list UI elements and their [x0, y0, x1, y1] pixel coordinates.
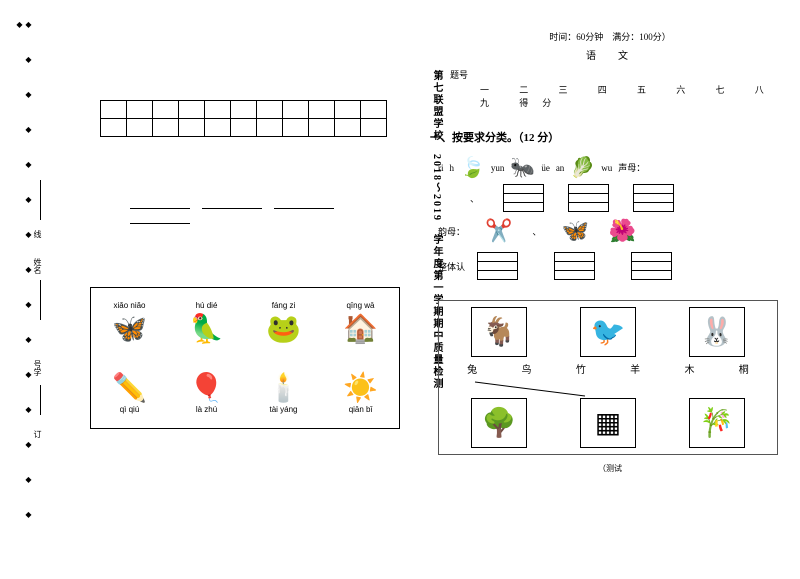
match-line — [445, 380, 771, 398]
leaf-icon: 🍃 — [460, 155, 485, 180]
yunmu-label: 韵母： — [438, 225, 465, 238]
match-char: 竹 — [554, 361, 608, 376]
pinyin-label: fánɡ zi — [272, 301, 296, 310]
zhengti-label: 整体认 — [438, 260, 465, 273]
section-1-heading: 一、按要求分类。（12 分） — [430, 129, 790, 145]
pinyin-write-box[interactable] — [503, 184, 544, 212]
pinyin-label: qiān bǐ — [349, 405, 373, 414]
pic-cell: ✏️ qì qiú — [91, 358, 168, 428]
pinyin-item: an — [556, 163, 565, 173]
score-grid — [100, 100, 387, 137]
pinyin-label: là zhú — [196, 405, 217, 414]
margin-label-line: 线 — [32, 230, 43, 238]
pinyin-item: h — [450, 163, 455, 173]
match-char: 鸟 — [499, 361, 553, 376]
pinyin-write-box[interactable] — [477, 252, 518, 280]
pic-cell: qīnɡ wā 🏠 — [322, 288, 399, 358]
dotted-fold-line: ◆ ◆ ◆ ◆ ◆ ◆ ◆ ◆ ◆ ◆ ◆ ◆ ◆ ◆ ◆ ◆ — [15, 20, 33, 559]
pinyin-label: hú dié — [196, 301, 218, 310]
margin-label-num: 号学 — [32, 360, 43, 376]
answer-blank-lines — [130, 197, 410, 227]
pic-cell: ☀️ qiān bǐ — [322, 358, 399, 428]
bird-icon: 🦜 — [189, 312, 224, 346]
candle-icon: 🕯️ — [266, 371, 301, 405]
goat-icon: 🐐 — [471, 307, 527, 357]
pinyin-item: yun — [491, 163, 505, 173]
pencil-icon: ✏️ — [112, 371, 147, 405]
butterfly-icon: 🦋 — [112, 312, 147, 346]
pinyin-item: üe — [541, 163, 550, 173]
rabbit-icon: 🐰 — [689, 307, 745, 357]
pinyin-item: wu — [601, 163, 612, 173]
yunmu-row: 韵母： ✂️ 、 🦋 🌺 — [438, 218, 790, 244]
net-icon: ▦ — [580, 398, 636, 448]
sun-icon: ☀️ — [343, 371, 378, 405]
match-top-row: 🐐 🐦 🐰 — [445, 307, 771, 357]
pinyin-label: qīnɡ wā — [346, 301, 374, 310]
balloon-icon: 🎈 — [189, 371, 224, 405]
cabbage-icon: 🥬 — [570, 155, 595, 180]
pic-cell: hú dié 🦜 — [168, 288, 245, 358]
pic-cell: xiǎo niǎo 🦋 — [91, 288, 168, 358]
question-numbers: 一 二 三 四 五 六 七 八 九 得分 — [480, 83, 790, 109]
margin-line — [40, 280, 41, 320]
bamboo-icon: 🎋 — [689, 398, 745, 448]
pinyin-picture-grid: xiǎo niǎo 🦋 hú dié 🦜 fánɡ zi 🐸 qīnɡ wā 🏠 — [90, 287, 400, 429]
pinyin-write-box[interactable] — [568, 184, 609, 212]
matching-exercise-box: 🐐 🐦 🐰 兔 鸟 竹 羊 木 桐 🌳 ▦ 🎋 — [438, 300, 778, 455]
scissors-icon: ✂️ — [485, 218, 512, 244]
margin-line — [40, 385, 41, 415]
pinyin-classify-row: ri h 🍃 yun 🐜 üe an 🥬 wu 声母： — [438, 155, 790, 180]
page-left-column: 第七联盟学校 2018～2019 学年度第一学期期中质量检测 xiǎo niǎo… — [60, 0, 420, 579]
time-score-info: 时间：60分钟 满分：100分） — [430, 30, 790, 43]
pinyin-item: ri — [438, 163, 444, 173]
pic-cell: fánɡ zi 🐸 — [245, 288, 322, 358]
ant-icon: 🐜 — [510, 155, 535, 180]
house-icon: 🏠 — [343, 312, 378, 346]
shengmu-label: 声母： — [618, 161, 645, 174]
footer-note: （测试 — [430, 463, 790, 474]
pic-cell: 🕯️ tài yánɡ — [245, 358, 322, 428]
pinyin-write-box[interactable] — [631, 252, 672, 280]
frog-icon: 🐸 — [266, 312, 301, 346]
match-char: 桐 — [717, 361, 771, 376]
butterfly-icon: 🦋 — [561, 218, 588, 244]
margin-label-ding: 订 — [32, 430, 43, 438]
binding-margin: ◆ ◆ ◆ ◆ ◆ ◆ ◆ ◆ ◆ ◆ ◆ ◆ ◆ ◆ ◆ ◆ 线 姓名 号学 … — [0, 0, 60, 579]
page-right-column: 时间：60分钟 满分：100分） 语 文 题号 一 二 三 四 五 六 七 八 … — [420, 0, 800, 579]
zhengti-row: 整体认 — [438, 252, 790, 280]
pinyin-label: xiǎo niǎo — [113, 301, 145, 310]
tihao-label: 题号 — [450, 68, 790, 81]
match-bottom-row: 🌳 ▦ 🎋 — [445, 398, 771, 448]
pinyin-label: tài yánɡ — [269, 405, 297, 414]
flower-icon: 🌺 — [609, 218, 636, 244]
match-char-row: 兔 鸟 竹 羊 木 桐 — [445, 361, 771, 376]
margin-line — [40, 180, 41, 220]
pinyin-write-box[interactable] — [554, 252, 595, 280]
tree-icon: 🌳 — [471, 398, 527, 448]
write-boxes-row: 、 — [470, 184, 790, 212]
match-char: 兔 — [445, 361, 499, 376]
pic-cell: 🎈 là zhú — [168, 358, 245, 428]
pinyin-write-box[interactable] — [633, 184, 674, 212]
margin-label-name: 姓名 — [32, 258, 43, 274]
match-char: 羊 — [608, 361, 662, 376]
pinyin-label: qì qiú — [120, 405, 140, 414]
match-char: 木 — [662, 361, 716, 376]
bird-icon: 🐦 — [580, 307, 636, 357]
subject-title: 语 文 — [430, 47, 790, 62]
